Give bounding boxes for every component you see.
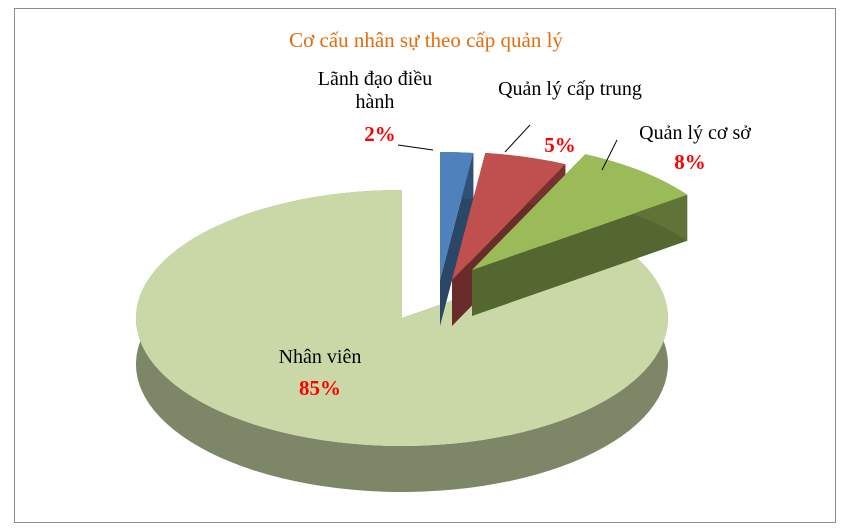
value-label: 5% xyxy=(544,133,576,157)
chart-frame xyxy=(14,8,836,523)
slice xyxy=(472,154,688,270)
chart-title: Cơ cấu nhân sự theo cấp quản lý xyxy=(289,28,563,52)
slice xyxy=(440,151,474,280)
slice-cut-face xyxy=(472,194,688,316)
value-label: 8% xyxy=(674,150,706,174)
leader-line xyxy=(504,124,531,153)
leader-line xyxy=(397,144,434,151)
slice xyxy=(452,153,566,280)
leader-line xyxy=(601,139,618,171)
category-label: Quản lý cơ sở xyxy=(639,122,751,144)
slice xyxy=(135,190,668,447)
category-label: Lãnh đạo điều hành xyxy=(317,68,433,113)
category-label: Quản lý cấp trung xyxy=(498,78,642,100)
value-label: 85% xyxy=(299,376,341,400)
category-label: Nhân viên xyxy=(278,346,362,368)
value-label: 2% xyxy=(364,122,396,146)
